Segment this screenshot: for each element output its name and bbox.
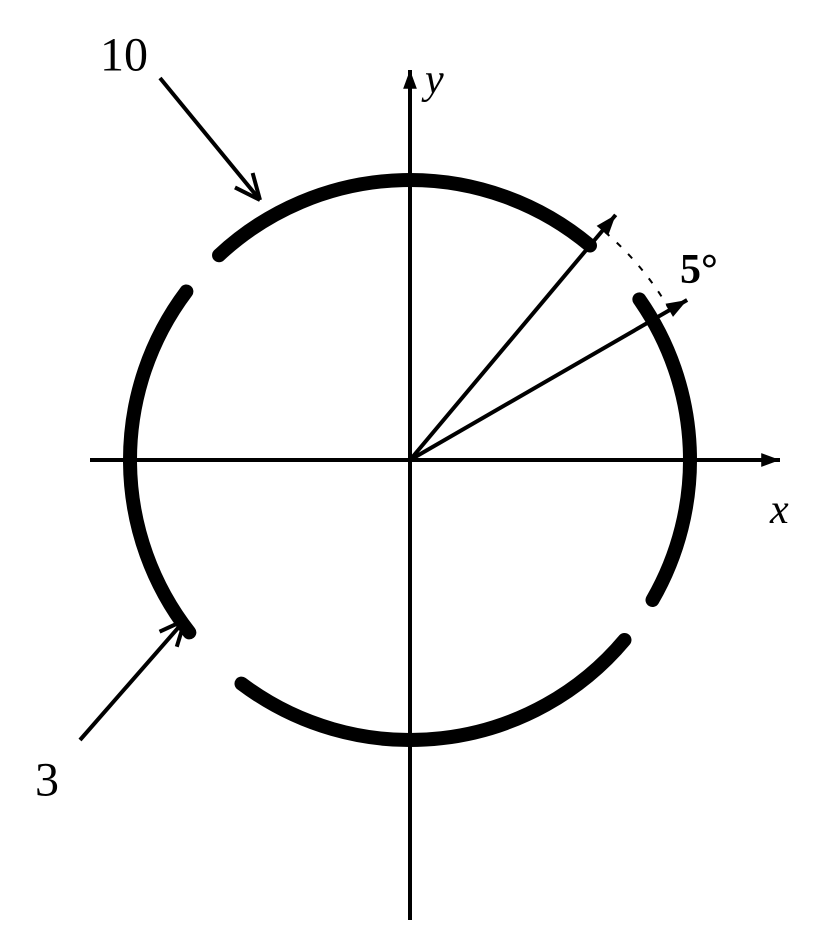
angle-label: 5°	[680, 246, 718, 294]
axis-label-y: y	[425, 56, 444, 104]
leader-label-3: 3	[35, 753, 59, 808]
geometric-diagram	[0, 0, 840, 934]
axis-label-x: x	[770, 486, 789, 534]
leader-label-10: 10	[100, 28, 148, 83]
